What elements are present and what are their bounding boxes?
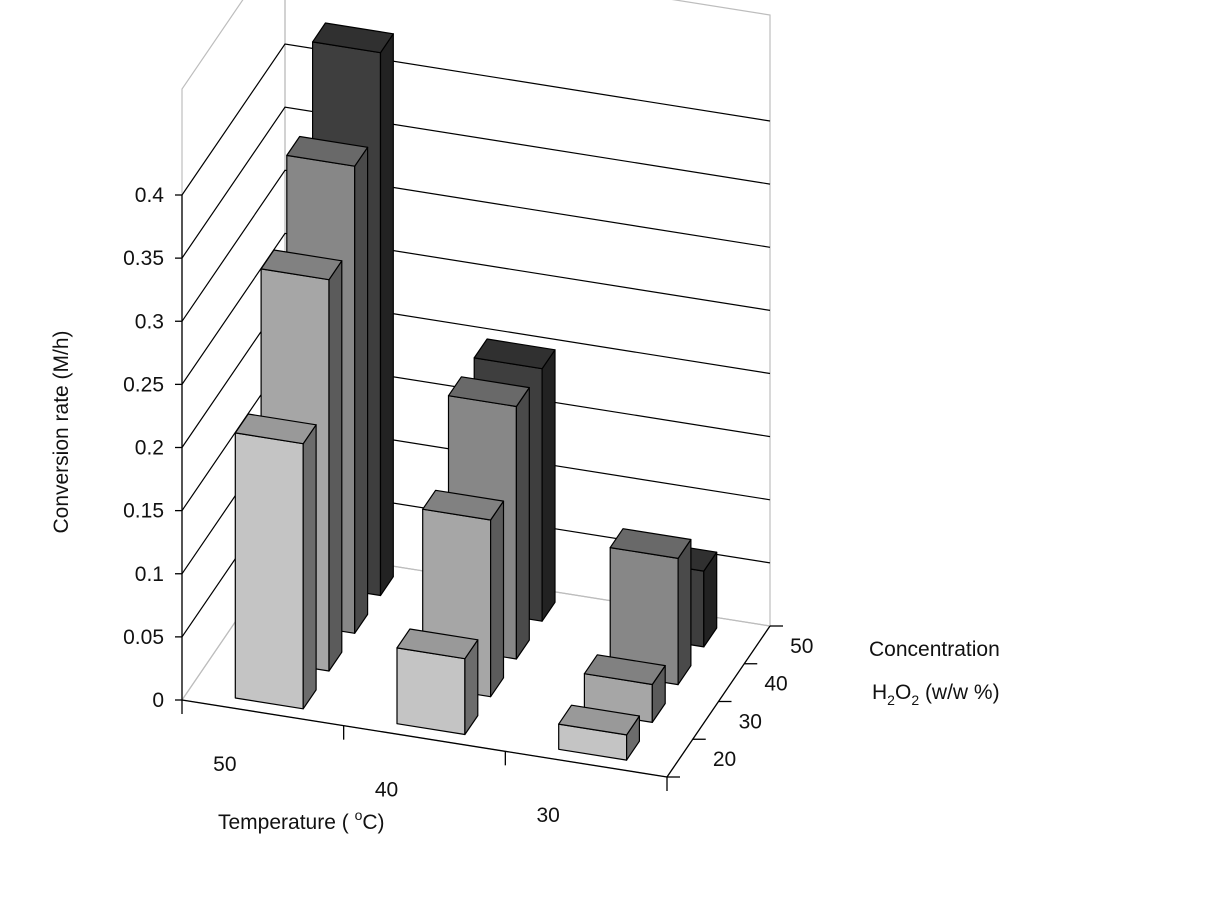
bar-side	[541, 349, 556, 622]
axes	[175, 194, 783, 791]
x-tick-label: 50	[213, 753, 236, 776]
y-axis-title-line2: H2O2 (w/w %)	[872, 681, 1000, 708]
y-tick-label: 30	[739, 710, 762, 733]
z-tick-label: 0.1	[135, 563, 164, 586]
bar-top	[234, 413, 317, 445]
bar-top	[583, 654, 666, 686]
z-tick-label: 0.4	[135, 184, 165, 207]
bar-top	[286, 135, 369, 167]
x-tick-label: 40	[375, 779, 398, 802]
bar-front	[396, 647, 466, 736]
x-axis-title: Temperature ( oC)	[218, 807, 385, 834]
bar-side	[515, 387, 530, 660]
bar-top	[260, 249, 343, 281]
y-tick-label: 20	[713, 748, 736, 771]
gridline	[181, 232, 771, 385]
x-axis-title-post: C)	[362, 811, 384, 834]
x-axis-title-pre: Temperature (	[218, 811, 355, 834]
y-axis-title-rest: (w/w %)	[919, 681, 1000, 704]
bar-top	[422, 489, 505, 521]
bar-front	[234, 432, 304, 710]
z-tick-label: 0.2	[135, 437, 164, 460]
gridline	[181, 43, 771, 196]
y-axis-title-sub1: 2	[887, 692, 895, 708]
z-tick-label: 0.15	[123, 500, 164, 523]
y-tick-label: 50	[790, 635, 813, 658]
bar	[396, 628, 479, 736]
z-tick-label: 0.25	[123, 373, 164, 396]
y-axis-title-o: O	[895, 681, 911, 704]
y-axis-title-sub2: 2	[911, 692, 919, 708]
y-axis-title-h: H	[872, 681, 887, 704]
bar-top	[447, 376, 530, 408]
z-tick-label: 0.35	[123, 247, 164, 270]
bars	[234, 22, 718, 761]
z-tick-label: 0.3	[135, 310, 164, 333]
bar-top	[609, 528, 692, 560]
bar-top	[396, 628, 479, 660]
bar-side	[490, 500, 505, 698]
gridline	[181, 106, 771, 259]
x-tick-label: 30	[536, 804, 559, 827]
bar-side	[354, 146, 369, 634]
bar-top	[312, 22, 394, 54]
z-tick-label: 0	[152, 689, 164, 712]
bar	[234, 413, 317, 710]
z-axis-title: Conversion rate (M/h)	[50, 330, 73, 533]
x-axis-line	[181, 699, 668, 778]
bar	[558, 704, 641, 761]
tick-labels: 00.050.10.150.20.250.30.350.450403020304…	[123, 184, 813, 827]
bar-side	[328, 260, 343, 672]
x-axis-title-degree: o	[355, 807, 363, 823]
bar-top	[473, 338, 556, 370]
gridline	[181, 169, 771, 322]
y-tick-label: 40	[764, 673, 787, 696]
y-axis-title-line1: Concentration	[869, 638, 1000, 661]
bar-side	[677, 538, 692, 686]
bar-top	[558, 704, 641, 736]
z-tick-label: 0.05	[123, 626, 164, 649]
bar-side	[302, 424, 317, 710]
bar-side	[379, 33, 394, 597]
